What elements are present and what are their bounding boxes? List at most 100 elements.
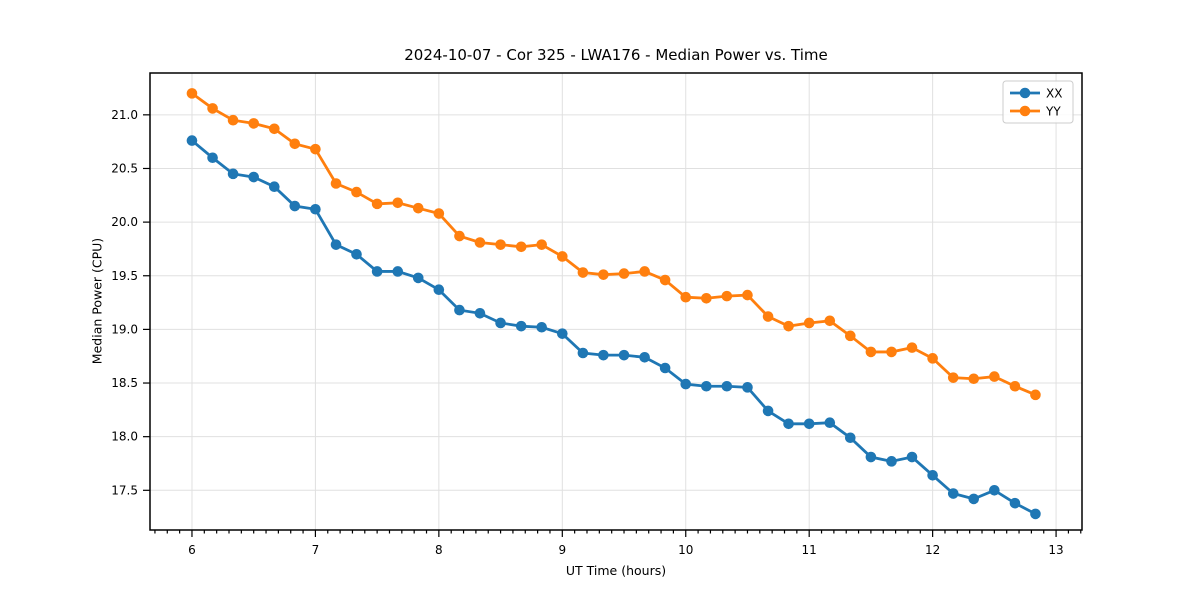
legend-label: XX [1046, 87, 1062, 101]
data-point-marker [1009, 497, 1021, 509]
data-point-marker [248, 118, 259, 129]
x-axis-label: UT Time (hours) [565, 563, 667, 578]
data-point-marker [310, 143, 321, 155]
legend: XX YY [1002, 80, 1074, 124]
data-point-marker [989, 371, 1000, 382]
data-point-marker [701, 380, 712, 392]
data-point-marker [618, 349, 630, 361]
data-point-marker [639, 351, 650, 363]
x-tick-label: 13 [1048, 543, 1063, 557]
data-point-marker [536, 239, 547, 250]
data-point-marker [474, 237, 486, 248]
plot-frame [149, 72, 1083, 531]
data-point-marker [351, 248, 362, 260]
data-point-marker [392, 266, 404, 277]
data-point-marker [947, 372, 959, 383]
data-point-marker [618, 268, 630, 279]
data-point-marker [186, 135, 198, 146]
data-point-marker [886, 456, 897, 467]
data-point-marker [1030, 508, 1041, 520]
x-tick-label: 11 [802, 543, 817, 557]
x-tick-label: 8 [435, 543, 443, 557]
data-point-marker [1030, 389, 1041, 401]
data-point-marker [454, 230, 465, 242]
data-point-marker [927, 469, 938, 481]
data-point-marker [721, 290, 733, 302]
data-point-marker [412, 272, 424, 284]
data-point-marker [330, 178, 342, 189]
x-tick-label: 6 [188, 543, 196, 557]
x-tick-label: 10 [678, 543, 693, 557]
data-point-marker [557, 328, 568, 339]
data-point-marker [803, 418, 815, 430]
data-point-marker [412, 202, 424, 214]
data-point-marker [680, 378, 692, 390]
data-point-marker [680, 291, 692, 303]
y-tick-label: 21.0 [111, 108, 138, 122]
data-point-marker [762, 405, 774, 417]
x-tick-label: 7 [312, 543, 320, 557]
legend-label: YY [1045, 105, 1061, 119]
x-tick-label: 9 [558, 543, 566, 557]
data-point-marker [968, 493, 980, 505]
data-point-marker [1009, 380, 1021, 392]
data-point-marker [598, 269, 609, 280]
data-point-marker [371, 198, 383, 210]
data-point-marker [824, 315, 836, 327]
data-point-marker [906, 451, 918, 463]
data-point-marker [844, 330, 856, 342]
data-point-marker [269, 181, 280, 193]
data-point-marker [989, 485, 1000, 496]
data-point-marker [310, 203, 321, 215]
data-point-marker [906, 342, 918, 353]
data-point-marker [742, 289, 753, 301]
x-tick-label: 12 [925, 543, 940, 557]
data-point-marker [248, 171, 259, 183]
y-tick-label: 20.5 [111, 161, 138, 175]
data-point-marker [330, 239, 342, 250]
data-point-marker [721, 380, 733, 392]
data-point-marker [433, 208, 445, 219]
data-point-marker [207, 152, 218, 164]
data-point-marker [783, 418, 794, 430]
data-point-marker [824, 417, 836, 429]
data-point-marker [515, 241, 527, 253]
series-xx [186, 135, 1041, 520]
data-point-marker [947, 488, 959, 499]
data-point-marker [289, 138, 301, 150]
data-point-marker [454, 304, 465, 316]
data-point-marker [659, 362, 671, 374]
y-axis-label: Median Power (CPU) [89, 237, 105, 365]
gridlines [150, 73, 1082, 530]
data-point-marker [762, 311, 774, 322]
data-point-marker [474, 308, 486, 319]
data-point-marker [186, 88, 198, 99]
data-point-marker [227, 114, 239, 126]
data-point-marker [865, 346, 877, 358]
data-point-marker [433, 284, 445, 295]
legend-marker [1019, 105, 1031, 117]
data-point-marker [227, 168, 239, 180]
data-point-marker [598, 349, 609, 361]
data-point-marker [865, 451, 877, 463]
y-tick-label: 18.0 [111, 430, 138, 444]
data-point-marker [351, 186, 362, 198]
data-point-marker [289, 200, 301, 212]
data-point-marker [577, 267, 589, 278]
data-point-marker [495, 317, 506, 329]
data-point-marker [577, 347, 589, 359]
data-point-marker [803, 317, 815, 329]
data-point-marker [371, 266, 383, 277]
data-point-marker [701, 292, 712, 304]
data-point-marker [968, 373, 980, 385]
legend-marker [1019, 87, 1031, 99]
data-point-marker [886, 346, 897, 358]
legend-box [1002, 80, 1074, 124]
data-point-marker [783, 320, 794, 332]
data-point-marker [742, 382, 753, 393]
data-point-marker [557, 251, 568, 262]
chart-title: 2024-10-07 - Cor 325 - LWA176 - Median P… [404, 46, 828, 64]
y-tick-label: 19.0 [111, 322, 138, 336]
